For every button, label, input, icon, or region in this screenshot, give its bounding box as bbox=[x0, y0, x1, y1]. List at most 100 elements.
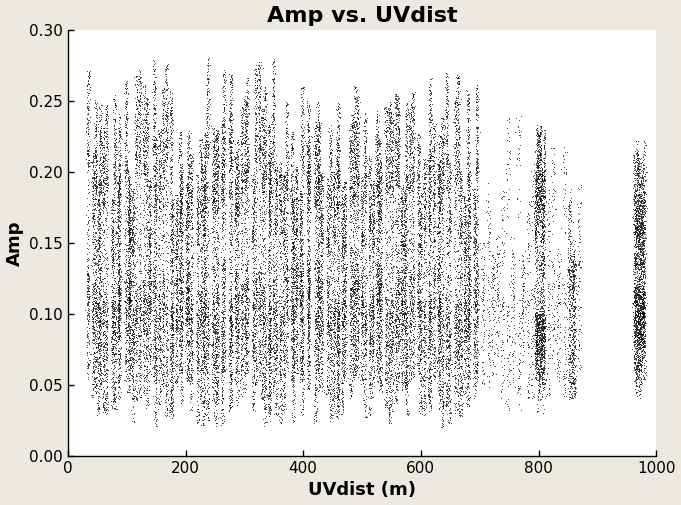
Point bbox=[373, 272, 384, 280]
Point bbox=[139, 165, 150, 173]
Point bbox=[632, 311, 643, 319]
Point bbox=[82, 67, 93, 75]
Point bbox=[171, 301, 182, 310]
Point bbox=[317, 325, 328, 333]
Point bbox=[106, 233, 117, 241]
Point bbox=[414, 259, 425, 267]
Point bbox=[483, 198, 494, 207]
Point bbox=[238, 106, 249, 114]
Point bbox=[635, 291, 646, 299]
Point bbox=[263, 361, 274, 369]
Point bbox=[172, 191, 183, 199]
Point bbox=[341, 240, 352, 248]
Point bbox=[348, 177, 359, 185]
Point bbox=[209, 409, 220, 417]
Point bbox=[92, 105, 103, 113]
Point bbox=[404, 268, 415, 276]
Point bbox=[324, 210, 335, 218]
Point bbox=[399, 344, 410, 352]
Point bbox=[391, 273, 402, 281]
Point bbox=[329, 329, 340, 337]
Point bbox=[640, 172, 651, 180]
Point bbox=[450, 173, 461, 181]
Point bbox=[151, 273, 161, 281]
Point bbox=[459, 317, 470, 325]
Point bbox=[360, 208, 371, 216]
Point bbox=[321, 175, 332, 183]
Point bbox=[566, 358, 577, 366]
Point bbox=[516, 335, 527, 343]
Point bbox=[352, 137, 363, 145]
Point bbox=[630, 313, 641, 321]
Point bbox=[187, 153, 197, 161]
Point bbox=[637, 295, 648, 303]
Point bbox=[471, 245, 481, 253]
Point bbox=[481, 196, 492, 204]
Point bbox=[632, 216, 643, 224]
Point bbox=[218, 302, 229, 311]
Point bbox=[259, 283, 270, 291]
Point bbox=[345, 197, 355, 205]
Point bbox=[295, 220, 306, 228]
Point bbox=[144, 257, 155, 265]
Point bbox=[532, 175, 543, 183]
Point bbox=[281, 195, 292, 204]
Point bbox=[209, 170, 220, 178]
Point bbox=[233, 269, 244, 277]
Point bbox=[211, 390, 222, 398]
Point bbox=[93, 183, 104, 191]
Point bbox=[183, 154, 193, 162]
Point bbox=[357, 329, 368, 337]
Point bbox=[417, 284, 428, 292]
Point bbox=[457, 328, 468, 336]
Point bbox=[217, 348, 227, 356]
Point bbox=[168, 413, 178, 421]
Point bbox=[264, 277, 275, 285]
Point bbox=[218, 358, 229, 366]
Point bbox=[87, 367, 98, 375]
Point bbox=[192, 238, 203, 246]
Point bbox=[534, 370, 545, 378]
Point bbox=[286, 288, 297, 296]
Point bbox=[330, 296, 340, 304]
Point bbox=[313, 268, 323, 276]
Point bbox=[150, 79, 161, 87]
Point bbox=[345, 124, 355, 132]
Point bbox=[463, 349, 474, 358]
Point bbox=[167, 343, 178, 351]
Point bbox=[463, 237, 474, 245]
Point bbox=[256, 289, 267, 297]
Point bbox=[230, 286, 241, 294]
Point bbox=[158, 282, 169, 290]
Point bbox=[110, 139, 121, 147]
Point bbox=[274, 183, 285, 191]
Point bbox=[108, 323, 119, 331]
Point bbox=[251, 294, 262, 302]
Point bbox=[538, 364, 549, 372]
Point bbox=[484, 341, 494, 349]
Point bbox=[274, 215, 285, 223]
Point bbox=[330, 232, 340, 240]
Point bbox=[372, 335, 383, 343]
Point bbox=[121, 292, 131, 300]
Point bbox=[219, 321, 230, 329]
Point bbox=[217, 143, 228, 152]
Point bbox=[313, 252, 323, 261]
Point bbox=[121, 306, 131, 314]
Point bbox=[200, 187, 210, 195]
Point bbox=[428, 133, 439, 141]
Point bbox=[334, 109, 345, 117]
Point bbox=[532, 400, 543, 409]
Point bbox=[282, 175, 293, 183]
Point bbox=[633, 300, 644, 309]
Point bbox=[95, 220, 106, 228]
Point bbox=[441, 296, 452, 304]
Point bbox=[442, 222, 453, 230]
Point bbox=[355, 372, 366, 380]
Point bbox=[174, 227, 185, 235]
Point bbox=[627, 304, 637, 312]
Point bbox=[186, 324, 197, 332]
Point bbox=[302, 323, 313, 331]
Point bbox=[157, 290, 168, 298]
Point bbox=[407, 296, 418, 304]
